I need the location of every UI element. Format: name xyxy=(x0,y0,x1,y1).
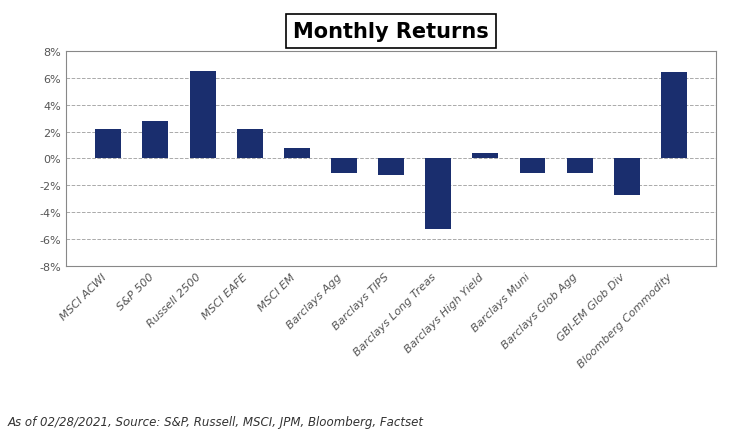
Bar xyxy=(95,129,121,159)
Bar xyxy=(378,159,404,175)
Title: Monthly Returns: Monthly Returns xyxy=(293,22,489,42)
Bar xyxy=(284,148,310,159)
Bar xyxy=(189,72,216,159)
Bar xyxy=(472,154,499,159)
Bar xyxy=(237,129,262,159)
Bar xyxy=(520,159,545,174)
Bar xyxy=(143,121,168,159)
Text: As of 02/28/2021, Source: S&P, Russell, MSCI, JPM, Bloomberg, Factset: As of 02/28/2021, Source: S&P, Russell, … xyxy=(7,415,423,428)
Bar xyxy=(425,159,451,229)
Bar xyxy=(661,73,687,159)
Bar xyxy=(567,159,593,174)
Bar xyxy=(331,159,357,174)
Bar xyxy=(614,159,640,195)
